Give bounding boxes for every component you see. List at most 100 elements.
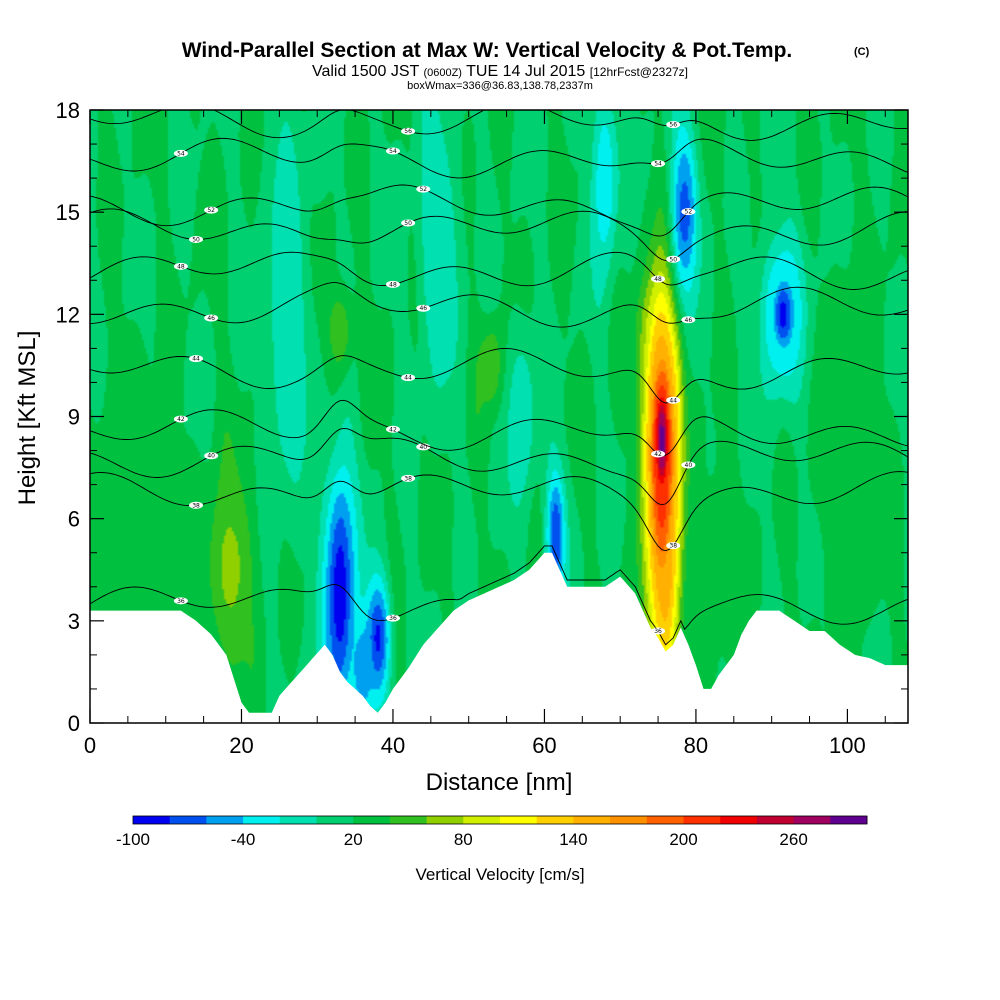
theta-contour — [90, 137, 908, 179]
theta-contour — [90, 208, 908, 261]
contour-label: 48 — [177, 263, 185, 270]
contour-label-bg — [189, 501, 204, 509]
contour-label: 54 — [177, 150, 185, 157]
forecast-info: [12hrFcst@2327z] — [590, 65, 688, 79]
contour-label-bg — [204, 314, 219, 322]
contour-label-bg — [401, 474, 416, 482]
y-tick-label: 18 — [56, 98, 80, 123]
theta-contour — [90, 427, 908, 506]
contour-label: 38 — [192, 502, 200, 509]
x-tick-label: 60 — [532, 733, 556, 758]
contour-label-bg — [666, 542, 681, 550]
colorbar-tick-label: -100 — [116, 830, 150, 849]
theta-contour — [90, 545, 908, 646]
contour-label-bg — [651, 160, 666, 168]
contour-label-bg — [651, 275, 666, 283]
contour-label: 40 — [207, 453, 215, 460]
contour-label-bg — [416, 185, 431, 193]
contour-label-bg — [189, 101, 203, 108]
y-tick-label: 3 — [68, 609, 80, 634]
contour-label: 42 — [177, 416, 185, 423]
contour-label: 36 — [177, 598, 185, 605]
colorbar-swatch — [426, 816, 464, 824]
x-tick-label: 20 — [229, 733, 253, 758]
x-tick-label: 40 — [381, 733, 405, 758]
contour-label: 50 — [669, 256, 677, 263]
contour-label-bg — [173, 262, 188, 270]
contour-label: 48 — [389, 281, 397, 288]
contour-label: 38 — [404, 475, 412, 482]
colorbar-swatch — [756, 816, 795, 824]
contour-label-bg — [385, 425, 400, 433]
colorbar-swatch — [646, 816, 684, 824]
colorbar-swatch — [463, 816, 501, 824]
contour-label: 44 — [192, 356, 200, 363]
valid-date: TUE 14 Jul 2015 — [466, 63, 585, 80]
contour-label: 50 — [404, 220, 412, 227]
contour-label: 52 — [419, 186, 427, 193]
contour-label: 44 — [669, 397, 677, 404]
contour-label-bg — [666, 396, 681, 404]
colorbar-swatch — [720, 816, 758, 824]
contour-label: 40 — [685, 462, 693, 469]
valid-time-line: Valid 1500 JST (0600Z) TUE 14 Jul 2015 [… — [312, 63, 688, 80]
colorbar-tick-label: 140 — [559, 830, 587, 849]
contour-label: 54 — [654, 161, 662, 168]
contour-label-bg — [385, 147, 400, 155]
contour-label: 50 — [192, 236, 200, 243]
contour-label-bg — [189, 355, 204, 363]
colorbar-swatch — [133, 816, 171, 824]
theta-contour — [90, 399, 908, 457]
colorbar-swatch — [500, 816, 538, 824]
colorbar-swatch — [610, 816, 648, 824]
copyright-mark: (C) — [854, 46, 870, 58]
colorbar-tick-label: 200 — [669, 830, 697, 849]
contour-label-bg — [385, 280, 400, 288]
contour-label-bg — [651, 450, 666, 458]
contour-label: 40 — [419, 444, 427, 451]
contour-label: 44 — [404, 375, 412, 382]
y-tick-label: 9 — [68, 405, 80, 430]
contour-label: 42 — [389, 426, 397, 433]
colorbar-swatch — [316, 816, 354, 824]
valid-prefix: Valid 1500 JST — [312, 63, 420, 80]
colorbar-swatch — [573, 816, 611, 824]
theta-contour — [90, 184, 908, 237]
colorbar-tick-label: 80 — [454, 830, 473, 849]
contour-label: 52 — [685, 209, 693, 216]
contour-label-bg — [681, 461, 696, 469]
y-tick-label: 6 — [68, 507, 80, 532]
x-tick-label: 0 — [84, 733, 96, 758]
contour-label-bg — [204, 452, 219, 460]
theta-contour — [90, 348, 908, 404]
y-tick-label: 15 — [56, 200, 80, 225]
theta-contour — [90, 251, 908, 290]
contour-label-bg — [173, 415, 188, 423]
valid-utc: (0600Z) — [423, 67, 462, 79]
colorbar-swatch — [683, 816, 721, 824]
colorbar-swatch — [169, 816, 207, 824]
colorbar-swatch — [793, 816, 831, 824]
colorbar-swatch — [536, 816, 574, 824]
colorbar-swatch — [206, 816, 244, 824]
colorbar: -100 -40 20 80 140 200 260 — [116, 815, 868, 849]
contour-label-bg — [651, 627, 666, 635]
contour-label: 36 — [654, 628, 662, 635]
contour-label-bg — [681, 208, 696, 216]
contour-label-bg — [189, 235, 204, 243]
y-tick-label: 0 — [68, 711, 80, 736]
contour-label-bg — [173, 149, 188, 157]
contour-label-bg — [666, 255, 681, 263]
boxwmax-line: boxWmax=336@36.83,138.78,2337m — [407, 80, 593, 92]
contour-label: 46 — [207, 315, 215, 322]
contour-label: 54 — [389, 148, 397, 155]
colorbar-frame — [132, 815, 868, 825]
colorbar-tick-label: -40 — [231, 830, 256, 849]
contour-label: 46 — [685, 317, 693, 324]
contour-label-bg — [666, 121, 681, 129]
x-axis-label: Distance [nm] — [426, 769, 573, 796]
colorbar-swatch — [389, 816, 428, 824]
contour-label-bg — [173, 597, 188, 605]
